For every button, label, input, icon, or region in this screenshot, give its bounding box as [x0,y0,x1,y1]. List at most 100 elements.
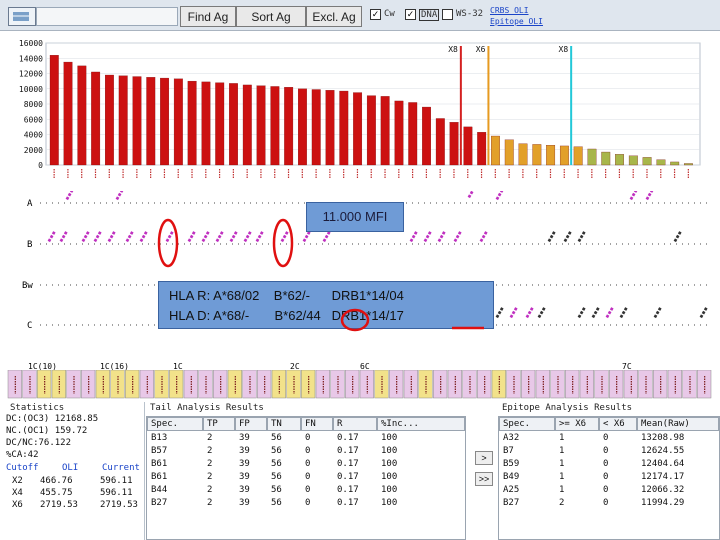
column-header[interactable]: >= X6 [555,417,599,431]
column-header[interactable]: < X6 [599,417,637,431]
bar[interactable] [684,163,693,166]
bar[interactable] [628,155,638,166]
table-row[interactable]: B61 2 39 56 0 0.17 100 [147,458,465,471]
table-row[interactable]: B59 1 0 12404.64 [499,458,719,471]
bar[interactable] [518,143,528,166]
bar[interactable] [311,89,321,166]
column-header[interactable]: TP [203,417,235,431]
table-row[interactable]: B7 1 0 12624.55 [499,445,719,458]
column-header[interactable]: TN [267,417,301,431]
bar[interactable] [298,88,307,166]
bar[interactable] [366,95,376,166]
bar[interactable] [656,159,666,166]
find-ag-button[interactable]: Find Ag [180,6,236,27]
table-row[interactable]: B13 2 39 56 0 0.17 100 [147,432,465,445]
bar[interactable] [187,80,197,166]
table-row[interactable]: B61 2 39 56 0 0.17 100 [147,471,465,484]
bar[interactable] [132,76,142,166]
column-header[interactable]: R [333,417,377,431]
move-right-button[interactable]: > [475,451,493,465]
column-header[interactable]: FP [235,417,267,431]
column-header[interactable]: Mean(Raw) [637,417,719,431]
bar[interactable] [325,90,335,166]
bar[interactable] [215,82,225,166]
column-header[interactable]: Spec. [147,417,203,431]
row-label-bw: Bw [22,281,33,291]
bar[interactable] [63,61,73,166]
bar[interactable] [422,106,431,166]
move-all-right-button[interactable]: >> [475,472,493,486]
cutoff-label: X8 [559,45,569,54]
table-cell: B27 [151,498,168,508]
epitope-link[interactable]: Epitope_OLI [490,17,543,26]
bar[interactable] [104,74,114,166]
bar[interactable] [587,148,597,166]
cw-checkbox[interactable]: ✓ [370,9,381,20]
bar[interactable] [380,96,390,166]
bar[interactable] [49,55,59,166]
bar[interactable] [463,126,473,166]
bar[interactable] [118,75,128,166]
table-cell: 2 [207,472,213,482]
bar[interactable] [601,151,611,166]
bar[interactable] [435,118,445,166]
bar[interactable] [449,122,459,166]
table-cell: B57 [151,446,168,456]
toolbar-dropdown[interactable] [36,7,178,26]
table-row[interactable]: A25 1 0 12066.32 [499,484,719,497]
bar[interactable] [573,146,583,166]
table-row[interactable]: A32 1 0 13208.98 [499,432,719,445]
table-cell: 56 [271,446,282,456]
table-row[interactable]: B57 2 39 56 0 0.17 100 [147,445,465,458]
table-row[interactable]: B27 2 0 11994.29 [499,497,719,510]
bar[interactable] [256,85,266,166]
bar[interactable] [559,145,569,166]
bar[interactable] [615,154,624,166]
bar[interactable] [229,83,238,166]
bar[interactable] [160,77,169,166]
table-row[interactable]: B44 2 39 56 0 0.17 100 [147,484,465,497]
table-row[interactable]: B49 1 0 12174.17 [499,471,719,484]
bar[interactable] [353,92,363,166]
bar[interactable] [270,86,280,166]
bar[interactable] [339,90,349,166]
bar[interactable] [284,87,294,166]
column-header[interactable]: %Inc... [377,417,465,431]
table-cell: 1 [559,459,565,469]
bar[interactable] [394,100,404,166]
bar[interactable] [504,139,514,166]
bar[interactable] [77,65,87,166]
bar[interactable] [91,71,101,166]
bar[interactable] [173,78,183,166]
bar[interactable] [491,135,500,166]
bar[interactable] [242,84,252,166]
bar[interactable] [642,157,652,166]
epitope-analysis-table[interactable]: Spec. >= X6 < X6 Mean(Raw) A32 1 0 13208.98 B7 1… [498,416,720,540]
excl-ag-button[interactable]: Excl. Ag [306,6,362,27]
column-header[interactable]: Spec. [499,417,555,431]
dna-checkbox[interactable]: ✓ [405,9,416,20]
ws-checkbox[interactable] [442,9,453,20]
bar[interactable] [201,81,211,166]
cw-label: Cw [384,9,395,19]
sort-ag-button[interactable]: Sort Ag [236,6,306,27]
bar[interactable] [408,102,418,166]
table-row[interactable]: B27 2 39 56 0 0.17 100 [147,497,465,510]
table-cell: 13208.98 [641,433,685,443]
cutoff-row-x6: X6 [12,500,23,510]
tail-table-body: B13 2 39 56 0 0.17 100 B57 2 39 56 0 0.17 100 B61 2 39 56… [147,431,465,539]
crbs-link[interactable]: CRBS_OLI [490,6,529,15]
table-cell: 100 [381,459,398,469]
tail-analysis-table[interactable]: Spec. TP FP TN FN R %Inc... B13 2 39 56 0 0.17 100 B5… [146,416,466,540]
column-header[interactable]: FN [301,417,333,431]
bar[interactable] [532,144,542,166]
table-cell: 0.17 [337,485,359,495]
grid-icon[interactable] [8,7,36,26]
bar[interactable] [146,77,156,166]
bar[interactable] [477,132,487,166]
bar[interactable] [546,145,556,166]
locus-label-1c16: 1C(16) [100,362,129,371]
table-cell: 0.17 [337,433,359,443]
table-cell: 0 [603,446,609,456]
bar[interactable] [670,161,680,166]
